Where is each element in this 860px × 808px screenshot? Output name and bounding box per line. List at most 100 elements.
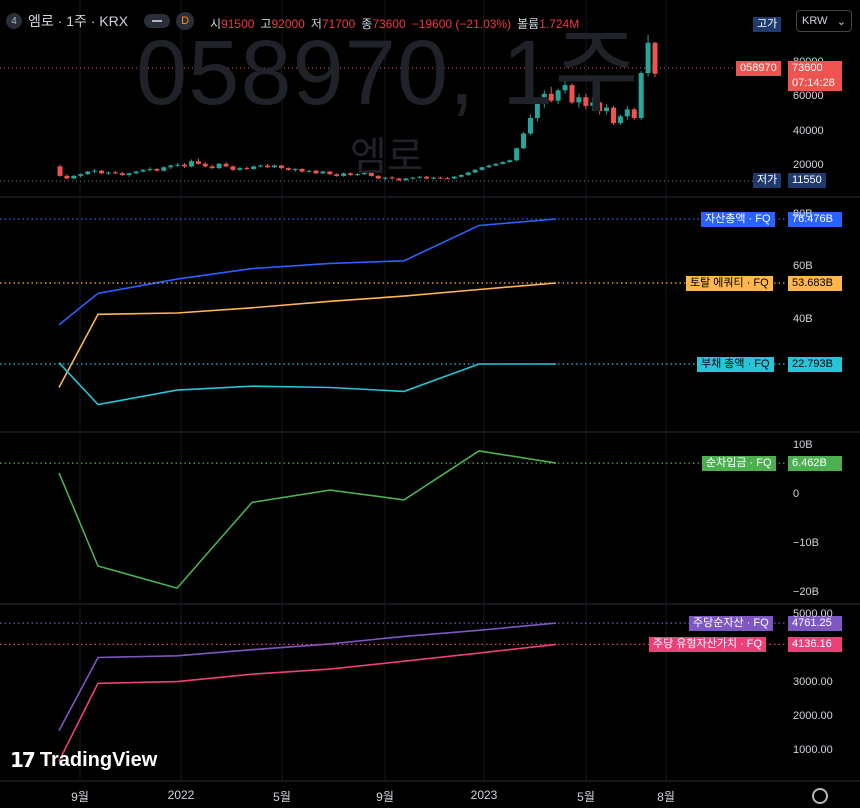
- candle-body: [631, 109, 637, 118]
- settings-gear-icon[interactable]: [812, 788, 828, 804]
- ohlc-value: −19600 (−21.03%): [411, 17, 512, 31]
- candle-body: [562, 85, 568, 91]
- candle-body: [534, 100, 540, 118]
- candle-body: [389, 177, 395, 179]
- time-axis-label: 5월: [577, 790, 595, 804]
- symbol-code-label: 058970: [736, 61, 781, 76]
- price-axis-tick: 20000: [793, 159, 824, 172]
- price-axis-tick: 60000: [793, 90, 824, 103]
- ohlc-key: 저: [310, 17, 322, 31]
- candle-body: [223, 163, 229, 167]
- ohlc-key: 종: [361, 17, 373, 31]
- high-tag: 고가: [753, 17, 782, 32]
- series-name-label: 순차입금 · FQ: [702, 456, 776, 472]
- series-name-label: 자산총액 · FQ: [701, 212, 775, 227]
- candle-body: [348, 173, 354, 176]
- time-axis-label: 9월: [376, 790, 394, 804]
- candle-body: [451, 176, 457, 179]
- candle-body: [271, 165, 277, 168]
- candle-body: [444, 178, 450, 180]
- candle-body: [334, 174, 340, 176]
- pane-number-badge[interactable]: 4: [6, 13, 22, 29]
- time-axis-label: 2023: [470, 788, 498, 802]
- ohlc-legend: 시91500 고92000 저71700 종73600 −19600 (−21.03%)…: [210, 15, 585, 32]
- collapse-toggle-icon[interactable]: [144, 14, 171, 28]
- ohlc-value: 91500: [221, 17, 255, 31]
- balance-axis-tick: 80B: [793, 208, 813, 221]
- candle-body: [265, 165, 271, 168]
- candle-body: [604, 107, 610, 112]
- ohlc-key: 고: [260, 17, 272, 31]
- series-value-label: 53.683B: [788, 276, 842, 291]
- candle-body: [244, 168, 250, 170]
- candle-body: [548, 93, 554, 101]
- ohlc-key: 볼륨: [517, 17, 540, 31]
- candle-body: [396, 178, 402, 181]
- candle-body: [119, 173, 125, 176]
- low-tag: 저가: [753, 173, 782, 188]
- series-name-label: 부채 총액 · FQ: [697, 356, 774, 372]
- candle-body: [216, 163, 222, 169]
- symbol-title[interactable]: 엠로 · 1주 · KRX: [28, 13, 129, 29]
- candle-body: [438, 177, 444, 179]
- candle-body: [645, 42, 651, 74]
- series-value-label: 4761.25: [788, 616, 842, 632]
- netdebt-axis-tick: 10B: [793, 439, 813, 451]
- candle-body: [306, 170, 312, 172]
- candle-body: [188, 161, 194, 167]
- chevron-down-icon: ⌄: [836, 15, 846, 28]
- candle-body: [514, 148, 520, 161]
- data-source-badge[interactable]: D: [176, 12, 195, 30]
- countdown-label: 07:14:28: [788, 76, 842, 91]
- candle-body: [112, 172, 118, 174]
- candle-body: [161, 167, 167, 171]
- candle-body: [541, 93, 547, 101]
- candle-body: [375, 175, 381, 179]
- last-price-label: 73600: [788, 61, 842, 76]
- currency-label: KRW: [802, 15, 828, 27]
- series-value-label: 22.793B: [788, 356, 842, 372]
- candle-body: [507, 160, 513, 163]
- candle-body: [403, 178, 409, 181]
- candle-body: [57, 166, 63, 176]
- candle-body: [292, 168, 298, 170]
- series-name-label: 주당순자산 · FQ: [689, 616, 773, 632]
- candle-body: [105, 172, 111, 174]
- candle-body: [638, 73, 644, 118]
- ohlc-value: 71700: [321, 17, 356, 31]
- candle-body: [278, 165, 284, 169]
- candle-body: [610, 107, 616, 124]
- currency-select[interactable]: KRW ⌄: [796, 10, 852, 32]
- candle-body: [299, 168, 305, 172]
- pershare-axis-tick: 5000.00: [793, 608, 833, 620]
- candle-body: [126, 173, 132, 176]
- candle-body: [209, 166, 215, 169]
- candle-body: [472, 169, 478, 173]
- ohlc-key: 시: [210, 17, 222, 31]
- watermark-symbol: 058970, 1주: [136, 22, 640, 124]
- tradingview-logo[interactable]: 𝟭𝟳 TradingView: [10, 748, 157, 773]
- candle-body: [154, 168, 160, 171]
- netdebt-axis-tick: 0: [793, 488, 800, 500]
- ohlc-value: 92000: [271, 17, 305, 31]
- candle-body: [85, 171, 91, 175]
- candle-body: [493, 163, 499, 166]
- candle-body: [486, 165, 492, 168]
- candle-body: [500, 162, 506, 164]
- candle-body: [368, 172, 374, 176]
- candle-body: [251, 166, 257, 169]
- tradingview-logo-icon: 𝟭𝟳: [10, 750, 36, 772]
- balance-axis-tick: 60B: [793, 260, 813, 273]
- series-line: [58, 622, 557, 731]
- candle-body: [313, 170, 319, 174]
- low-value: 11550: [788, 173, 826, 188]
- series-value-label: 4136.16: [788, 637, 842, 653]
- candle-body: [99, 170, 105, 174]
- series-name-label: 주당 유형자산가치 · FQ: [649, 637, 767, 653]
- candle-body: [230, 166, 236, 170]
- chart-header: 4 엠로 · 1주 · KRX D: [6, 10, 195, 32]
- candle-body: [555, 90, 561, 101]
- candle-body: [140, 169, 146, 172]
- candle-body: [175, 164, 181, 166]
